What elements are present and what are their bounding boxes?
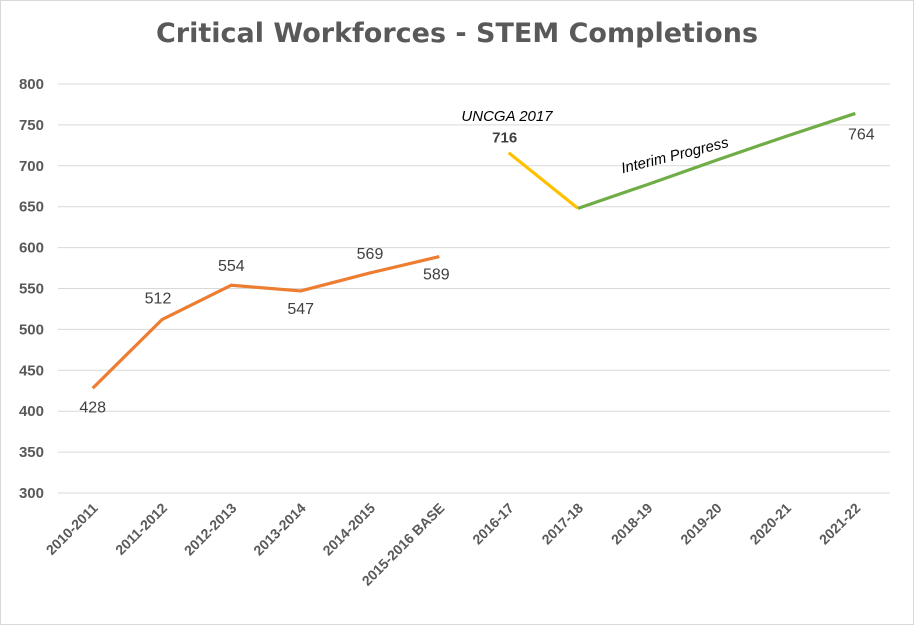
annotation-interim-progress: Interim Progress [619, 134, 730, 177]
y-tick-label: 600 [19, 240, 44, 257]
y-tick-label: 300 [19, 485, 44, 502]
data-label: 716 [492, 130, 517, 147]
y-tick-label: 650 [19, 199, 44, 216]
x-tick-label: 2016-17 [469, 500, 517, 548]
y-tick-label: 800 [19, 76, 44, 93]
y-tick-label: 550 [19, 281, 44, 298]
data-label: 569 [357, 246, 384, 263]
x-tick-label: 2011-2012 [112, 500, 170, 558]
y-tick-label: 500 [19, 321, 44, 338]
series-line-1 [91, 255, 440, 390]
x-tick-label: 2018-19 [608, 500, 656, 548]
data-label: 589 [423, 267, 450, 284]
data-label: 512 [145, 291, 172, 308]
x-tick-label: 2014-2015 [319, 500, 378, 559]
y-tick-label: 700 [19, 158, 44, 175]
x-tick-label: 2012-2013 [181, 500, 240, 559]
chart-title: Critical Workforces - STEM Completions [155, 18, 759, 49]
x-tick-label: 2019-20 [677, 500, 725, 548]
y-tick-label: 350 [19, 444, 44, 461]
data-label: 764 [848, 126, 875, 143]
x-tick-label: 2020-21 [746, 500, 794, 548]
series-line-3 [577, 111, 856, 210]
y-tick-label: 450 [19, 362, 44, 379]
x-tick-label: 2017-18 [538, 500, 586, 548]
data-label: 554 [218, 258, 245, 275]
series-line-2 [507, 151, 580, 210]
x-tick-label: 2021-22 [816, 500, 864, 548]
annotation-uncga-2017: UNCGA 2017 [461, 108, 553, 125]
y-tick-label: 750 [19, 117, 44, 134]
y-tick-label: 400 [19, 403, 44, 420]
x-tick-label: 2010-2011 [43, 500, 101, 558]
data-label: 547 [287, 301, 314, 318]
x-tick-label: 2013-2014 [250, 500, 309, 559]
data-label: 428 [79, 399, 106, 416]
